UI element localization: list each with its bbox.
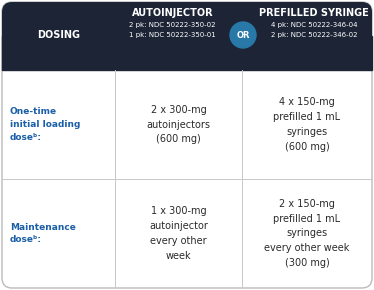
Text: 4 x 150-mg
prefilled 1 mL
syringes
(600 mg): 4 x 150-mg prefilled 1 mL syringes (600 …	[273, 97, 341, 152]
FancyBboxPatch shape	[2, 2, 372, 70]
Text: OR: OR	[236, 30, 250, 39]
Text: 2 x 300-mg
autoinjectors
(600 mg): 2 x 300-mg autoinjectors (600 mg)	[147, 105, 211, 144]
Circle shape	[230, 22, 256, 48]
Text: 2 pk: NDC 50222-350-02
1 pk: NDC 50222-350-01: 2 pk: NDC 50222-350-02 1 pk: NDC 50222-3…	[129, 23, 216, 37]
Text: 1 x 300-mg
autoinjector
every other
week: 1 x 300-mg autoinjector every other week	[149, 206, 208, 261]
FancyBboxPatch shape	[2, 2, 372, 288]
Text: Maintenance
doseᵇ:: Maintenance doseᵇ:	[10, 223, 76, 244]
Bar	[2, 36, 372, 70]
Text: One-time
initial loading
doseᵇ:: One-time initial loading doseᵇ:	[10, 108, 80, 142]
Text: 2 x 150-mg
prefilled 1 mL
syringes
every other week
(300 mg): 2 x 150-mg prefilled 1 mL syringes every…	[264, 199, 350, 268]
Text: 4 pk: NDC 50222-346-04
2 pk: NDC 50222-346-02: 4 pk: NDC 50222-346-04 2 pk: NDC 50222-3…	[271, 23, 357, 37]
Text: DOSING: DOSING	[37, 30, 80, 40]
Text: AUTOINJECTOR: AUTOINJECTOR	[132, 8, 213, 18]
Text: PREFILLED SYRINGE: PREFILLED SYRINGE	[259, 8, 369, 18]
